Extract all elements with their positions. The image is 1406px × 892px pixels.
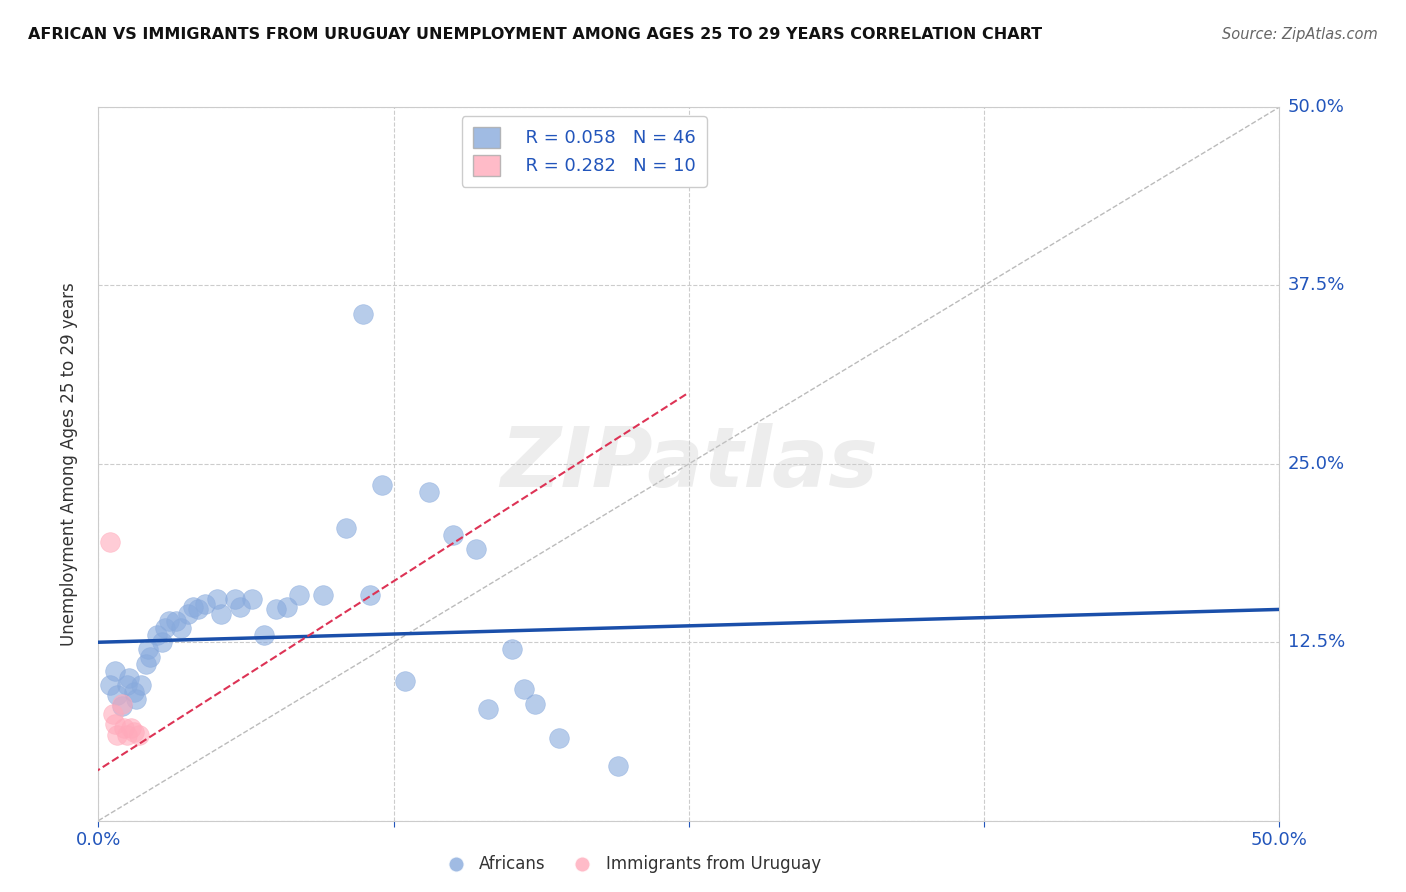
Point xyxy=(136,642,159,657)
Point xyxy=(135,657,157,671)
Point xyxy=(394,673,416,688)
Point xyxy=(98,535,121,549)
Point xyxy=(512,682,534,697)
Point xyxy=(98,678,121,692)
Point xyxy=(276,599,298,614)
Point xyxy=(441,528,464,542)
Point xyxy=(115,728,138,742)
Point xyxy=(125,692,148,706)
Point xyxy=(501,642,523,657)
Point xyxy=(253,628,276,642)
Point xyxy=(104,716,127,731)
Point xyxy=(352,307,374,321)
Point xyxy=(224,592,246,607)
Text: 12.5%: 12.5% xyxy=(1288,633,1346,651)
Point xyxy=(194,597,217,611)
Point xyxy=(288,588,311,602)
Point xyxy=(205,592,228,607)
Point xyxy=(115,678,138,692)
Point xyxy=(312,588,335,602)
Point xyxy=(104,664,127,678)
Point xyxy=(105,688,128,702)
Point xyxy=(121,721,143,735)
Point xyxy=(146,628,169,642)
Y-axis label: Unemployment Among Ages 25 to 29 years: Unemployment Among Ages 25 to 29 years xyxy=(59,282,77,646)
Point xyxy=(170,621,193,635)
Point xyxy=(122,725,145,739)
Point xyxy=(477,702,499,716)
Point xyxy=(150,635,173,649)
Point xyxy=(335,521,357,535)
Point xyxy=(129,678,152,692)
Point xyxy=(209,607,232,621)
Point xyxy=(524,697,547,711)
Point xyxy=(122,685,145,699)
Point xyxy=(607,759,630,773)
Point xyxy=(264,602,287,616)
Text: AFRICAN VS IMMIGRANTS FROM URUGUAY UNEMPLOYMENT AMONG AGES 25 TO 29 YEARS CORREL: AFRICAN VS IMMIGRANTS FROM URUGUAY UNEMP… xyxy=(28,27,1042,42)
Point xyxy=(240,592,263,607)
Point xyxy=(548,731,571,745)
Point xyxy=(118,671,141,685)
Point xyxy=(418,485,440,500)
Text: Source: ZipAtlas.com: Source: ZipAtlas.com xyxy=(1222,27,1378,42)
Text: 25.0%: 25.0% xyxy=(1288,455,1346,473)
Text: ZIPatlas: ZIPatlas xyxy=(501,424,877,504)
Point xyxy=(153,621,176,635)
Point xyxy=(112,721,135,735)
Point xyxy=(139,649,162,664)
Point xyxy=(111,697,134,711)
Point xyxy=(359,588,381,602)
Point xyxy=(371,478,394,492)
Point xyxy=(187,602,209,616)
Point xyxy=(177,607,200,621)
Point xyxy=(105,728,128,742)
Legend: Africans, Immigrants from Uruguay: Africans, Immigrants from Uruguay xyxy=(433,849,827,880)
Point xyxy=(111,699,134,714)
Point xyxy=(101,706,124,721)
Point xyxy=(465,542,488,557)
Point xyxy=(157,614,180,628)
Point xyxy=(181,599,204,614)
Text: 50.0%: 50.0% xyxy=(1288,98,1344,116)
Point xyxy=(128,728,150,742)
Point xyxy=(229,599,252,614)
Point xyxy=(165,614,187,628)
Text: 37.5%: 37.5% xyxy=(1288,277,1346,294)
